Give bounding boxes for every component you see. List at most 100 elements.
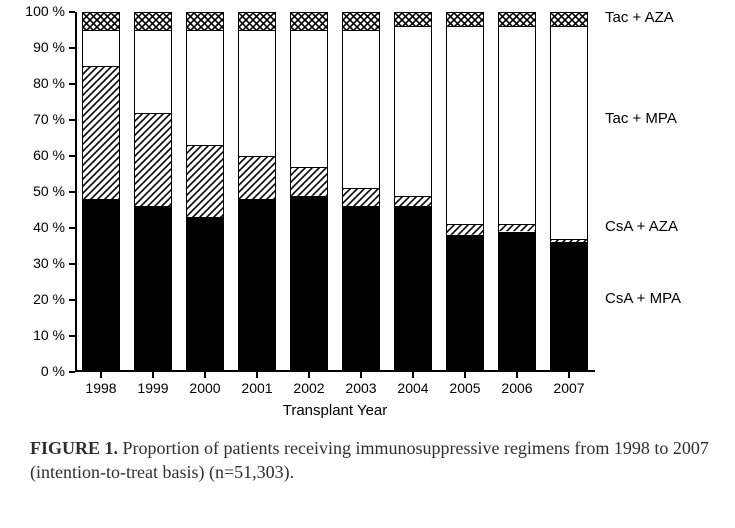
series-label-tac_mpa: Tac + MPA — [605, 110, 677, 127]
bar-group — [290, 12, 328, 372]
y-tick — [69, 371, 75, 373]
pattern-fill — [395, 13, 431, 26]
bar-segment-csa_mpa — [394, 206, 432, 372]
bar-segment-csa_aza — [186, 145, 224, 217]
bars-container — [75, 12, 595, 372]
x-tick-label: 2007 — [549, 380, 589, 396]
x-tick — [204, 372, 206, 378]
x-tick-label: 2002 — [289, 380, 329, 396]
y-tick — [69, 191, 75, 193]
bar-segment-tac_aza — [82, 12, 120, 30]
pattern-fill — [499, 13, 535, 26]
y-tick — [69, 83, 75, 85]
y-tick-label: 0 % — [41, 363, 65, 379]
figure-caption: FIGURE 1. Proportion of patients receivi… — [30, 436, 710, 485]
x-tick — [100, 372, 102, 378]
bar-segment-tac_mpa — [290, 30, 328, 167]
y-tick-label: 10 % — [33, 327, 65, 343]
pattern-fill — [447, 225, 483, 235]
bar-segment-csa_mpa — [550, 242, 588, 372]
bar-segment-csa_mpa — [446, 235, 484, 372]
y-tick — [69, 155, 75, 157]
x-tick-label: 1999 — [133, 380, 173, 396]
series-label-csa_mpa: CsA + MPA — [605, 290, 681, 307]
pattern-fill — [291, 13, 327, 30]
bar-segment-csa_aza — [82, 66, 120, 199]
pattern-fill — [135, 114, 171, 207]
y-tick — [69, 47, 75, 49]
bar-segment-tac_aza — [550, 12, 588, 26]
y-tick — [69, 299, 75, 301]
bar-segment-tac_mpa — [446, 26, 484, 224]
bar-segment-tac_mpa — [186, 30, 224, 145]
y-tick-label: 80 % — [33, 75, 65, 91]
y-tick-label: 20 % — [33, 291, 65, 307]
bar-group — [446, 12, 484, 372]
figure-container: 0 %10 %20 %30 %40 %50 %60 %70 %80 %90 %1… — [0, 0, 735, 528]
x-tick-label: 2000 — [185, 380, 225, 396]
bar-segment-tac_mpa — [550, 26, 588, 238]
bar-segment-tac_mpa — [82, 30, 120, 66]
bar-segment-csa_mpa — [186, 217, 224, 372]
x-tick — [516, 372, 518, 378]
pattern-fill — [291, 168, 327, 196]
bar-group — [498, 12, 536, 372]
x-tick — [152, 372, 154, 378]
pattern-fill — [135, 13, 171, 30]
x-tick-label: 2006 — [497, 380, 537, 396]
x-tick — [568, 372, 570, 378]
pattern-fill — [395, 197, 431, 207]
y-tick-label: 50 % — [33, 183, 65, 199]
x-tick — [464, 372, 466, 378]
x-tick — [360, 372, 362, 378]
bar-segment-csa_aza — [342, 188, 380, 206]
y-tick — [69, 227, 75, 229]
bar-group — [134, 12, 172, 372]
bar-segment-tac_mpa — [342, 30, 380, 188]
bar-group — [82, 12, 120, 372]
x-axis-title: Transplant Year — [75, 402, 595, 419]
pattern-fill — [447, 13, 483, 26]
bar-segment-csa_aza — [238, 156, 276, 199]
y-tick-label: 100 % — [25, 3, 65, 19]
bar-segment-csa_aza — [498, 224, 536, 231]
bar-segment-tac_aza — [498, 12, 536, 26]
bar-segment-csa_mpa — [498, 232, 536, 372]
plot-area — [75, 12, 595, 372]
bar-group — [238, 12, 276, 372]
x-tick-label: 2003 — [341, 380, 381, 396]
bar-group — [394, 12, 432, 372]
pattern-fill — [499, 225, 535, 231]
bar-segment-tac_aza — [134, 12, 172, 30]
bar-segment-tac_mpa — [134, 30, 172, 113]
bar-segment-tac_mpa — [394, 26, 432, 195]
caption-text: Proportion of patients receiving immunos… — [30, 438, 709, 482]
x-tick-label: 2001 — [237, 380, 277, 396]
bar-segment-csa_aza — [394, 196, 432, 207]
bar-segment-csa_aza — [290, 167, 328, 196]
bar-group — [342, 12, 380, 372]
y-tick — [69, 335, 75, 337]
pattern-fill — [239, 157, 275, 199]
pattern-fill — [343, 13, 379, 30]
pattern-fill — [187, 13, 223, 30]
y-tick-label: 40 % — [33, 219, 65, 235]
bar-segment-csa_mpa — [134, 206, 172, 372]
y-tick — [69, 263, 75, 265]
pattern-fill — [187, 146, 223, 217]
figure-number: FIGURE 1. — [30, 438, 118, 458]
bar-segment-csa_aza — [134, 113, 172, 207]
y-tick — [69, 119, 75, 121]
x-tick-label: 1998 — [81, 380, 121, 396]
bar-segment-tac_aza — [446, 12, 484, 26]
pattern-fill — [83, 67, 119, 199]
x-tick-label: 2004 — [393, 380, 433, 396]
y-tick-label: 30 % — [33, 255, 65, 271]
pattern-fill — [551, 13, 587, 26]
bar-segment-tac_aza — [394, 12, 432, 26]
bar-segment-tac_aza — [186, 12, 224, 30]
bar-group — [186, 12, 224, 372]
bar-segment-csa_mpa — [342, 206, 380, 372]
series-label-csa_aza: CsA + AZA — [605, 218, 678, 235]
y-tick-label: 90 % — [33, 39, 65, 55]
